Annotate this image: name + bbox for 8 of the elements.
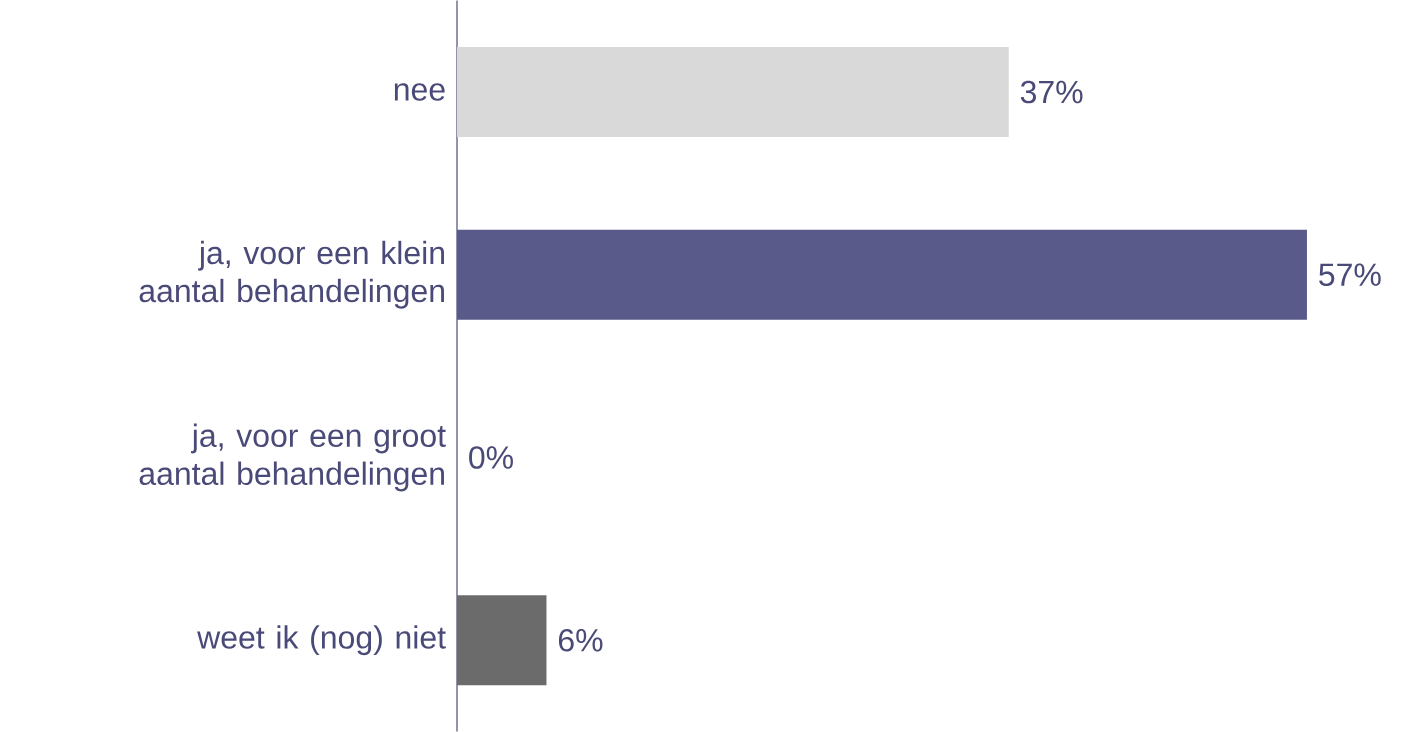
y-tick-label: ja, voor een klein aantal behandelingen — [139, 240, 444, 309]
data-label: 0% — [469, 446, 513, 469]
y-tick-label: nee — [394, 83, 445, 101]
data-label: 6% — [558, 628, 603, 652]
y-tick-label: ja, voor een groot aantal behandelingen — [139, 423, 446, 492]
data-label: 57% — [1319, 263, 1381, 286]
data-label: 37% — [1020, 80, 1083, 104]
y-tick-label: weet ik (nog) niet — [197, 625, 446, 656]
